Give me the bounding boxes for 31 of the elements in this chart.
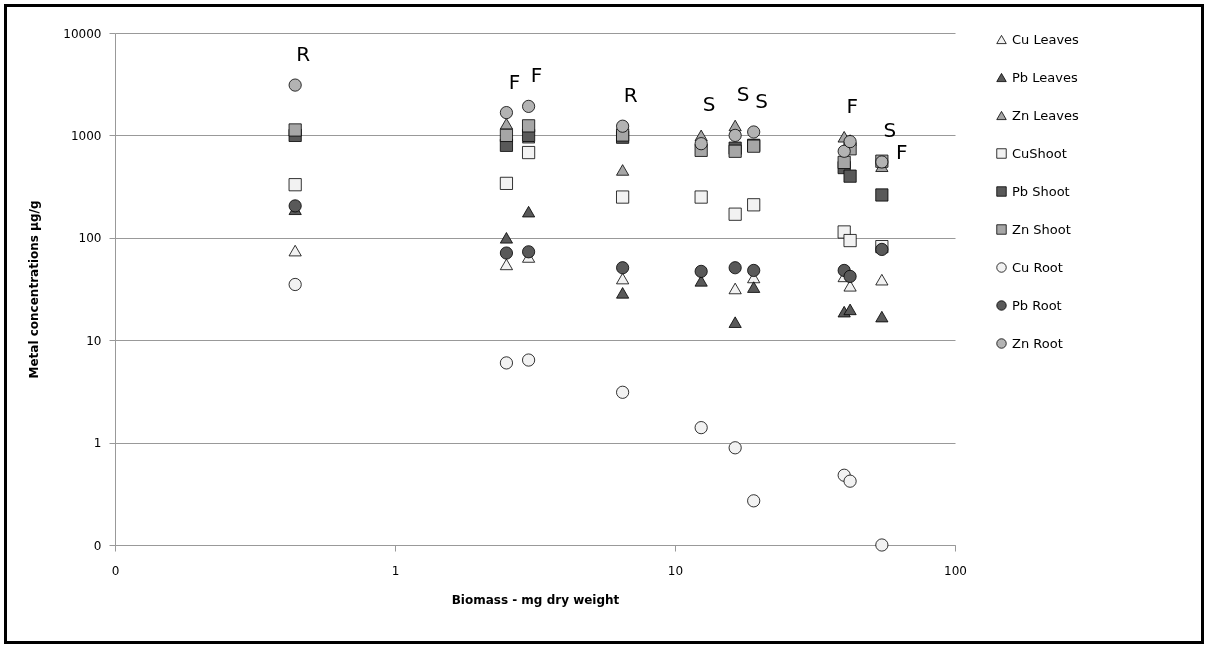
- y-tick-label: 10000: [63, 26, 102, 41]
- y-tick-label: 100: [78, 231, 102, 246]
- annotation: S: [736, 82, 750, 107]
- annotation: R: [623, 83, 638, 108]
- y-tick-label: 0: [93, 538, 102, 553]
- legend-label: Zn Root: [1012, 335, 1063, 351]
- y-axis-title: Metal concentrations µg/g: [27, 200, 42, 379]
- x-tick-label: 100: [944, 563, 967, 578]
- legend-label: Cu Leaves: [1012, 31, 1080, 47]
- x-tick-label: 1: [391, 563, 400, 578]
- annotation: S: [702, 92, 716, 117]
- annotation: S: [883, 118, 897, 143]
- x-tick-label: 10: [667, 563, 684, 578]
- legend-label: Zn Shoot: [1012, 221, 1071, 237]
- y-tick-label: 1000: [70, 128, 102, 143]
- y-tick-label: 10: [86, 333, 102, 348]
- annotation: S: [755, 88, 769, 113]
- annotation: F: [846, 93, 858, 118]
- legend-label: CuShoot: [1012, 145, 1067, 161]
- legend-label: Zn Leaves: [1012, 107, 1079, 123]
- x-axis-title: Biomass - mg dry weight: [451, 592, 620, 607]
- legend-label: Pb Leaves: [1012, 69, 1078, 85]
- annotation: R: [296, 42, 311, 67]
- y-tick-label: 1: [93, 436, 102, 451]
- annotation: F: [530, 63, 543, 88]
- x-tick-label: 0: [111, 563, 120, 578]
- legend-label: Cu Root: [1012, 259, 1063, 275]
- annotation: F: [508, 69, 521, 94]
- annotation: F: [896, 140, 908, 165]
- legend-label: Pb Shoot: [1012, 183, 1070, 199]
- legend-label: Pb Root: [1012, 297, 1062, 313]
